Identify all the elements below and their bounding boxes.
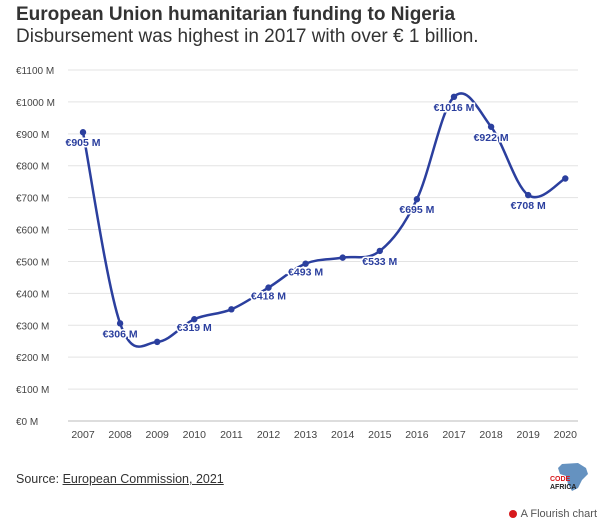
y-tick-label: €800 M: [16, 162, 49, 173]
logo-text-code: CODE: [550, 476, 571, 483]
series-line-path: [81, 92, 566, 348]
data-point: [413, 196, 421, 203]
data-label: €418 M: [251, 291, 286, 303]
source-prefix: Source:: [16, 472, 63, 486]
logo-text-africa: AFRICA: [550, 484, 576, 491]
x-tick-label: 2016: [405, 429, 429, 441]
chart-subtitle: Disbursement was highest in 2017 with ov…: [16, 26, 479, 47]
code-for-africa-logo: CODE AFRICA: [550, 463, 588, 491]
x-tick-label: 2010: [183, 429, 207, 441]
data-label: €905 M: [65, 137, 100, 149]
y-tick-label: €1000 M: [16, 98, 55, 109]
data-labels: €905 M €306 M €319 M €418 M€493 M €533 M €695…: [64, 100, 547, 342]
y-tick-label: €700 M: [16, 194, 49, 205]
x-tick-label: 2012: [257, 429, 281, 441]
data-label: €922 M: [474, 132, 509, 144]
data-points: [79, 93, 569, 346]
data-point: [154, 338, 161, 346]
data-label: €1016 M: [434, 102, 475, 114]
data-point: [79, 129, 87, 136]
y-tick-label: €900 M: [16, 130, 49, 141]
x-tick-label: 2008: [108, 429, 132, 441]
data-label: €493 M: [288, 267, 323, 279]
x-tick-label: 2018: [479, 429, 503, 441]
y-tick-label: €1100 M: [16, 66, 54, 77]
data-point: [339, 254, 346, 261]
y-tick-label: €600 M: [16, 226, 49, 237]
flourish-logo-icon: [508, 510, 517, 518]
x-tick-label: 2014: [331, 429, 355, 441]
y-tick-label: €100 M: [16, 385, 49, 396]
data-label: €306 M: [103, 328, 138, 340]
x-tick-label: 2020: [554, 429, 578, 441]
x-tick-label: 2015: [368, 429, 392, 441]
x-tick-label: 2011: [220, 429, 243, 441]
x-axis-ticks: 2007 2008 2009 2010 2011 2012 2013 2014 2015 2016…: [71, 429, 577, 441]
y-tick-label: €0 M: [16, 417, 38, 428]
data-point: [302, 260, 309, 267]
data-point: [228, 306, 235, 313]
data-point: [376, 247, 383, 255]
x-tick-label: 2019: [517, 429, 541, 441]
africa-map-shape: [558, 463, 588, 491]
x-tick-label: 2017: [442, 429, 466, 441]
data-label: €708 M: [511, 200, 546, 212]
flourish-credit[interactable]: A Flourish chart: [508, 508, 597, 520]
data-point: [191, 316, 198, 323]
x-tick-label: 2013: [294, 429, 318, 441]
data-point: [265, 284, 272, 291]
data-label: €533 M: [362, 256, 397, 268]
series-line: [81, 92, 566, 348]
y-axis-ticks: €0 M €100 M €200 M €300 M €400 M €500 M €600 M…: [16, 66, 55, 428]
data-point: [116, 320, 124, 327]
grid-lines: [68, 69, 578, 422]
data-point: [487, 123, 495, 130]
x-tick-label: 2007: [71, 429, 95, 441]
y-tick-label: €400 M: [16, 289, 49, 300]
y-tick-label: €300 M: [16, 321, 49, 332]
x-tick-label: 2009: [146, 429, 170, 441]
data-point: [450, 93, 458, 101]
source-link[interactable]: European Commission, 2021: [62, 472, 224, 486]
line-chart: €0 M €100 M €200 M €300 M €400 M €500 M €600 M…: [16, 66, 578, 441]
flourish-credit-text: A Flourish chart: [520, 508, 597, 520]
y-tick-label: €500 M: [16, 257, 49, 268]
data-point: [525, 191, 532, 199]
chart-title: European Union humanitarian funding to N…: [16, 4, 456, 25]
data-label: €695 M: [399, 204, 434, 216]
source-note: Source: European Commission, 2021: [16, 472, 224, 486]
data-point: [562, 175, 569, 182]
y-tick-label: €200 M: [16, 353, 49, 364]
data-label: €319 M: [177, 322, 212, 334]
